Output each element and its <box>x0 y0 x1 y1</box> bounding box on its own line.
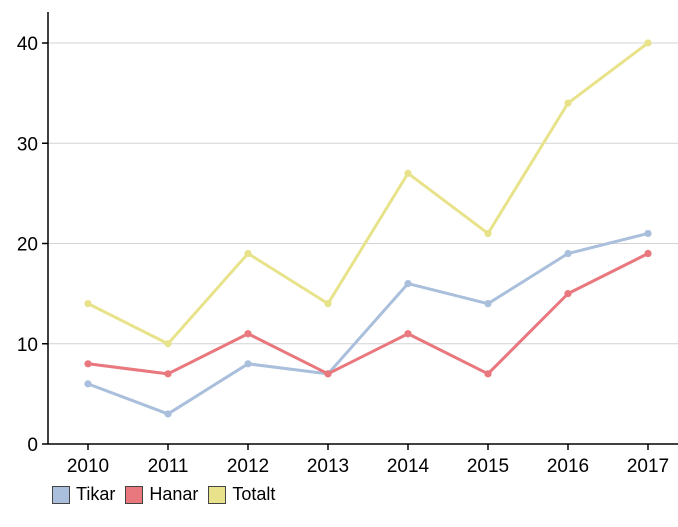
series-layer <box>84 39 652 418</box>
series-line-hanar <box>87 252 649 376</box>
data-point-totalt <box>484 229 492 238</box>
x-tick-label: 2015 <box>467 456 509 477</box>
x-tick-label: 2017 <box>627 456 669 477</box>
x-tick-label: 2014 <box>387 456 430 477</box>
data-point-totalt <box>84 300 92 308</box>
data-point-totalt <box>164 340 172 348</box>
series-hanar <box>84 249 652 378</box>
x-tick-label: 2010 <box>67 456 109 477</box>
series-totalt <box>84 39 652 348</box>
legend-label: Totalt <box>232 484 276 504</box>
legend-label: Hanar <box>149 484 199 504</box>
y-tick-label: 10 <box>17 335 38 356</box>
data-point-tikar <box>644 229 652 238</box>
data-point-hanar <box>244 330 252 338</box>
y-tick-label: 20 <box>17 235 38 256</box>
legend-item-hanar: Hanar <box>125 484 198 505</box>
data-point-hanar <box>84 360 92 368</box>
y-tick-label: 30 <box>17 134 38 155</box>
series-line-totalt <box>87 41 649 346</box>
gridlines <box>48 42 678 345</box>
data-point-hanar <box>164 370 172 378</box>
data-point-hanar <box>644 249 652 258</box>
data-point-totalt <box>244 249 252 258</box>
legend-swatch <box>125 485 144 504</box>
x-tick-label: 2011 <box>148 456 189 477</box>
data-point-tikar <box>164 410 172 418</box>
legend-swatch <box>52 485 70 504</box>
series-tikar <box>84 229 652 418</box>
x-tick-label: 2013 <box>307 456 349 477</box>
y-axis-ticks: 0 10 20 30 40 <box>17 34 48 456</box>
y-tick-label: 40 <box>17 34 38 55</box>
data-point-tikar <box>84 380 92 388</box>
legend-swatch <box>208 485 227 504</box>
data-point-hanar <box>324 370 332 378</box>
data-point-hanar <box>484 370 492 378</box>
data-point-tikar <box>484 300 492 308</box>
y-tick-label: 0 <box>27 435 38 456</box>
data-point-totalt <box>404 169 412 177</box>
x-tick-label: 2012 <box>227 456 269 477</box>
data-point-tikar <box>244 360 252 368</box>
legend-item-tikar: Tikar <box>52 484 115 505</box>
data-point-totalt <box>324 300 332 308</box>
data-point-tikar <box>564 249 572 258</box>
data-point-hanar <box>564 290 572 298</box>
data-point-totalt <box>644 39 652 47</box>
legend: Tikar Hanar Totalt <box>52 484 285 505</box>
x-axis-ticks: 2010 2011 2012 2013 2014 2015 2016 2017 <box>67 444 669 477</box>
data-point-hanar <box>404 330 412 338</box>
x-tick-label: 2016 <box>547 456 589 477</box>
series-line-tikar <box>87 232 649 416</box>
legend-item-totalt: Totalt <box>208 484 275 505</box>
data-point-tikar <box>404 280 412 288</box>
legend-label: Tikar <box>76 484 116 504</box>
data-point-totalt <box>564 99 572 107</box>
